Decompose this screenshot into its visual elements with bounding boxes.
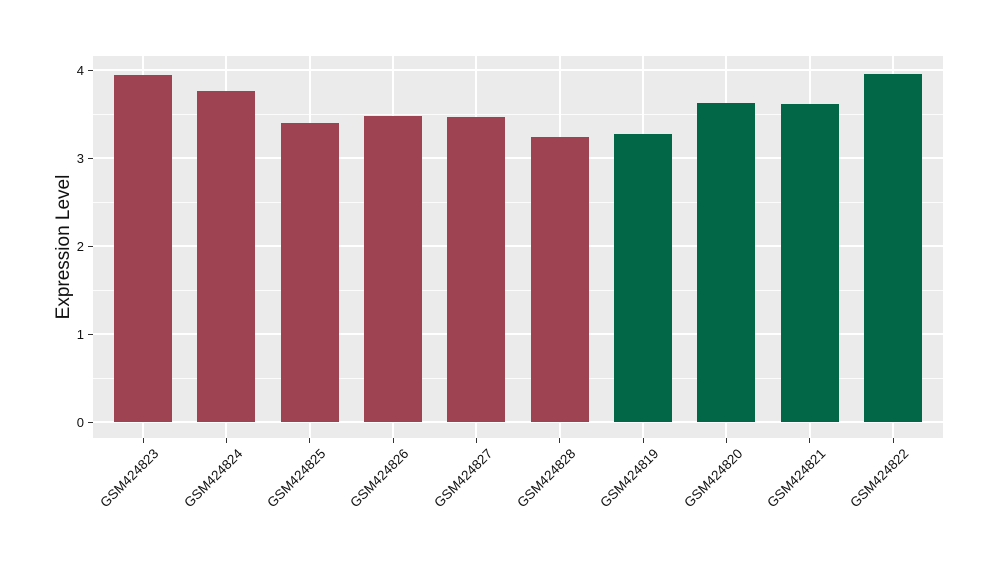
gridline-major-y <box>93 333 943 336</box>
gridline-major-y <box>93 421 943 424</box>
y-axis-title: Expression Level <box>53 174 74 320</box>
x-tick-label: GSM424828 <box>514 446 579 511</box>
y-tick <box>88 333 93 335</box>
bar-GSM424823 <box>113 75 173 423</box>
y-tick-label: 1 <box>76 326 84 342</box>
gridline-major-y <box>93 157 943 160</box>
bar-GSM424819 <box>613 134 673 423</box>
x-tick-label: GSM424821 <box>764 446 829 511</box>
bar-GSM424824 <box>197 91 256 423</box>
y-tick-label: 3 <box>76 150 84 166</box>
bar-GSM424826 <box>363 115 423 423</box>
y-tick-label: 0 <box>76 414 84 430</box>
x-tick <box>142 438 144 443</box>
y-tick <box>88 157 93 159</box>
gridline-minor-y <box>93 113 943 115</box>
gridline-minor-y <box>93 377 943 379</box>
x-tick <box>225 438 227 443</box>
x-tick-label: GSM424826 <box>347 446 412 511</box>
x-tick <box>475 438 477 443</box>
bar-GSM424820 <box>697 102 756 423</box>
y-tick-label: 2 <box>76 238 84 254</box>
x-tick-label: GSM424822 <box>847 446 912 511</box>
bar-GSM424825 <box>280 122 339 423</box>
bar-GSM424828 <box>530 136 589 423</box>
x-tick <box>642 438 644 443</box>
x-tick <box>892 438 894 443</box>
plot-panel <box>93 56 943 438</box>
x-tick <box>392 438 394 443</box>
gridline-minor-y <box>93 201 943 203</box>
y-tick-label: 4 <box>76 62 84 78</box>
gridline-major-y <box>93 245 943 248</box>
y-tick <box>88 69 93 71</box>
bar-GSM424822 <box>863 73 923 423</box>
x-tick <box>725 438 727 443</box>
y-tick <box>88 421 93 423</box>
x-tick-label: GSM424825 <box>264 446 329 511</box>
x-tick <box>809 438 811 443</box>
y-tick <box>88 245 93 247</box>
x-tick <box>309 438 311 443</box>
bar-GSM424827 <box>447 116 506 423</box>
x-tick <box>559 438 561 443</box>
x-tick-label: GSM424819 <box>597 446 662 511</box>
gridline-minor-y <box>93 289 943 291</box>
x-tick-label: GSM424823 <box>97 446 162 511</box>
x-tick-label: GSM424827 <box>430 446 495 511</box>
x-tick-label: GSM424820 <box>680 446 745 511</box>
x-tick-label: GSM424824 <box>180 446 245 511</box>
gridline-major-y <box>93 69 943 72</box>
bar-GSM424821 <box>780 104 839 423</box>
